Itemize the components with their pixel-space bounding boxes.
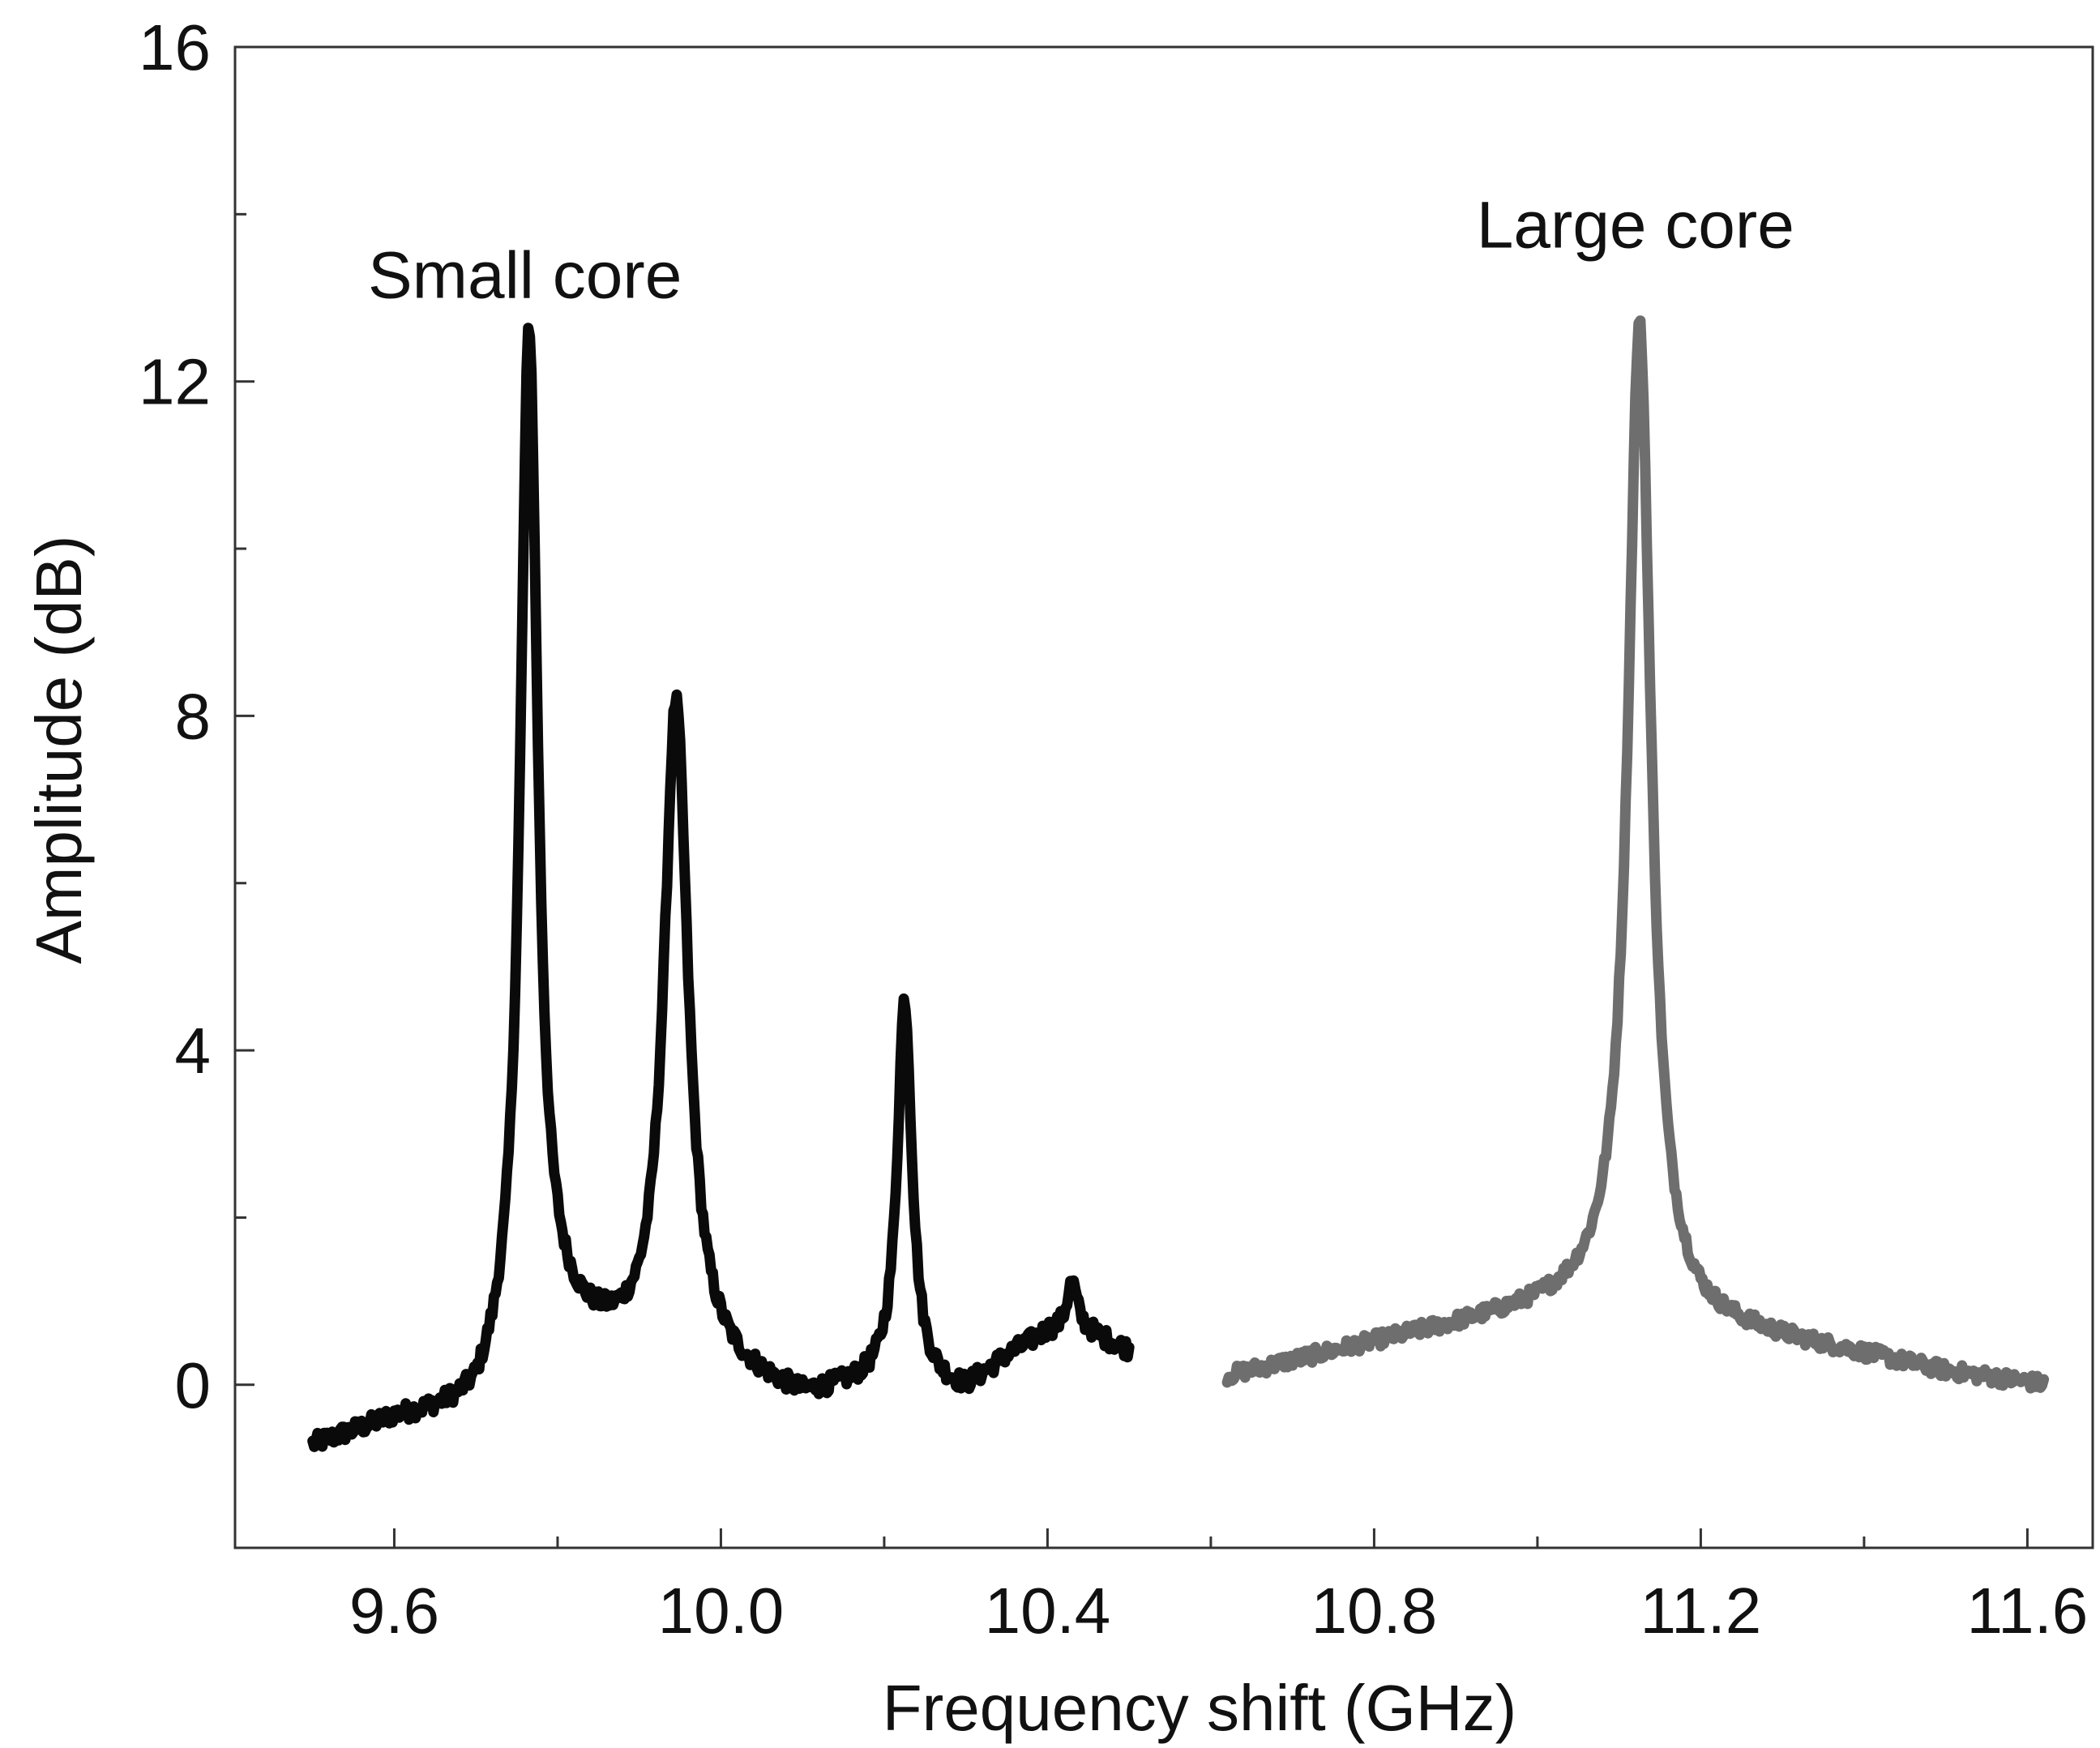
plot-area (233, 45, 2094, 1549)
x-axis-title: Frequency shift (GHz) (883, 1672, 1516, 1744)
y-tick-label: 12 (139, 346, 211, 418)
y-axis-title: Amplitude (dB) (23, 535, 95, 964)
y-tick-label: 8 (175, 680, 212, 752)
y-tick-label: 16 (139, 11, 211, 83)
x-tick-label: 10.8 (1311, 1575, 1438, 1647)
x-tick-label: 11.6 (1967, 1575, 2089, 1647)
series-line-small-core (307, 323, 1135, 1452)
y-tick-label: 0 (175, 1349, 212, 1421)
plot-frame (233, 45, 2094, 1549)
annotations: Small core Large core (368, 189, 1794, 313)
annotation-small-core: Small core (368, 239, 682, 313)
x-axis-ticks: 9.6 10.0 10.4 10.8 11.2 11.6 (349, 1528, 2088, 1647)
annotation-large-core: Large core (1477, 189, 1794, 263)
x-tick-label: 10.0 (658, 1575, 785, 1647)
y-tick-label: 4 (175, 1015, 212, 1087)
x-tick-label: 10.4 (985, 1575, 1111, 1647)
x-tick-label: 9.6 (349, 1575, 439, 1647)
y-axis-ticks: 0 4 8 12 16 (139, 11, 254, 1421)
series-line-large-core (1221, 315, 2050, 1394)
x-tick-label: 11.2 (1640, 1575, 1762, 1647)
